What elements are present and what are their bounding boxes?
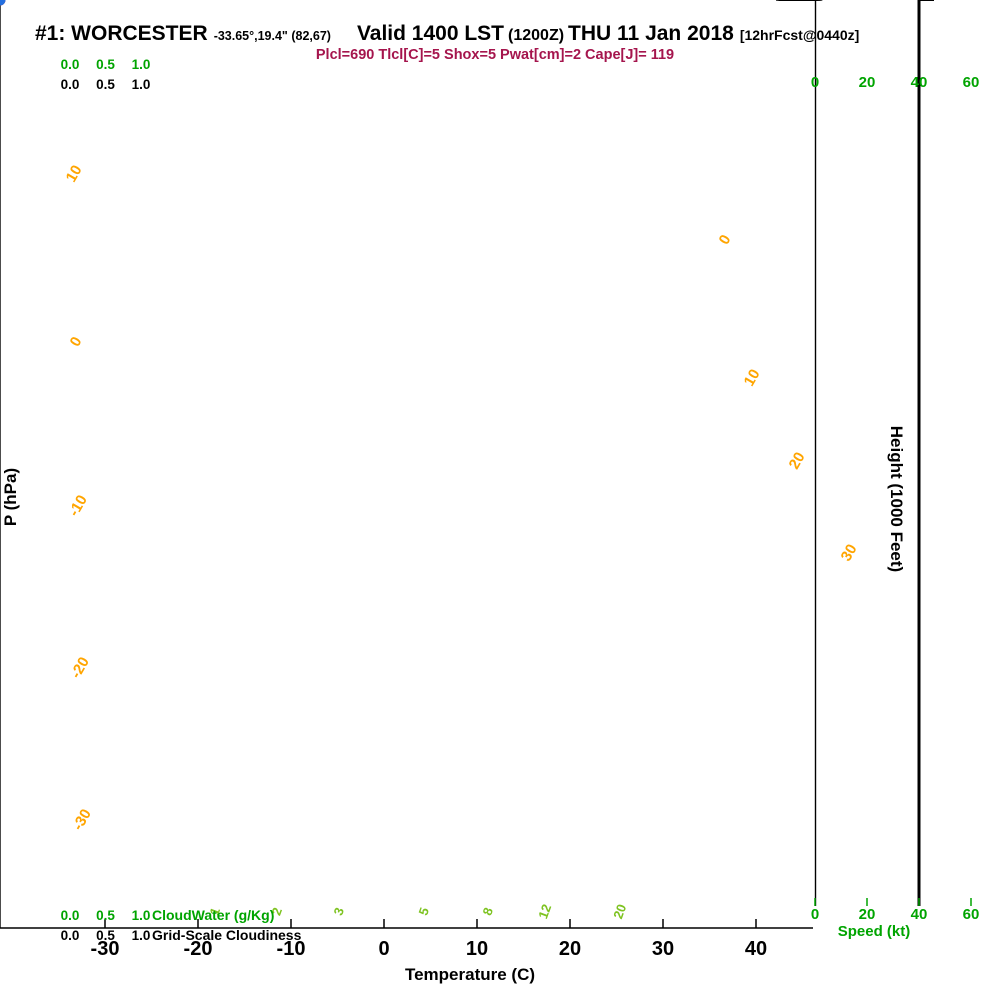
speed-tick-label-bottom: 0 bbox=[811, 906, 819, 923]
isotherm-label-left: -10 bbox=[65, 492, 91, 519]
mixing-ratio-labels: 1 2 3 5 8 12 20 bbox=[206, 902, 629, 921]
isotherm-label-right: 20 bbox=[786, 449, 809, 472]
speed-tick-label-bottom: 60 bbox=[963, 906, 980, 923]
cloudiness-scale-bottom: 0.5 bbox=[96, 928, 115, 943]
mixing-ratio-label: 8 bbox=[479, 905, 496, 917]
station-title: #1: WORCESTER bbox=[35, 22, 208, 45]
temperature-tick-label: 40 bbox=[745, 938, 767, 960]
sounding-parameters: Plcl=690 Tlcl[C]=5 Shox=5 Pwat[cm]=2 Cap… bbox=[315, 47, 675, 63]
speed-tick-label-bottom: 20 bbox=[859, 906, 876, 923]
cloudiness-scale-bottom: 0.0 bbox=[61, 928, 80, 943]
surface-dewpoint-dot bbox=[0, 0, 6, 6]
isotherm-label-left: 10 bbox=[63, 162, 86, 185]
height-tick-label: 32 bbox=[942, 0, 964, 5]
temperature-tick-label: 0 bbox=[378, 938, 389, 960]
speed-axis-title: Speed (kt) bbox=[838, 923, 911, 940]
height-tick-label: 18 bbox=[942, 0, 964, 5]
temperature-tick-label: 30 bbox=[652, 938, 674, 960]
height-tick-label: 30 bbox=[942, 0, 964, 5]
chart-title-bar: #1: WORCESTER -33.65°,19.4" (82,67) Vali… bbox=[35, 22, 985, 46]
height-tick-label: 4 bbox=[942, 0, 954, 5]
height-tick-label: 14 bbox=[942, 0, 965, 5]
height-tick-label: 0 bbox=[942, 0, 953, 5]
height-tick-label: 22 bbox=[942, 0, 964, 5]
height-tick-label: 10 bbox=[942, 0, 964, 5]
temperature-axis: -30 -20 -10 0 10 20 30 40 Temperature (C) bbox=[0, 919, 813, 984]
temperature-tick-label: 20 bbox=[559, 938, 581, 960]
mixing-ratio-label: 3 bbox=[330, 905, 347, 917]
height-tick-label: 16 bbox=[942, 0, 964, 5]
station-coords: -33.65°,19.4" (82,67) bbox=[213, 29, 331, 43]
sounding-profiles bbox=[0, 0, 6, 6]
mixing-ratio-label: 12 bbox=[535, 902, 554, 921]
mixing-ratio-label: 5 bbox=[415, 905, 432, 917]
mixing-ratio-label: 20 bbox=[610, 902, 629, 921]
speed-tick-label-top: 20 bbox=[859, 74, 876, 91]
height-axis: 02468101214161820222426283032 Height (100… bbox=[887, 0, 965, 906]
cloudiness-scale-bottom: 1.0 bbox=[132, 928, 151, 943]
pressure-tick-label: 700 bbox=[24, 0, 57, 5]
height-tick-label: 24 bbox=[942, 0, 965, 5]
isotherm-label-left: -20 bbox=[67, 654, 93, 681]
height-tick-label: 2 bbox=[942, 0, 953, 5]
isotherm-label-left: 0 bbox=[67, 334, 86, 350]
cloudiness-axis-title: Grid-Scale Cloudiness bbox=[152, 927, 302, 943]
cloudiness-scale-top: 0.5 bbox=[96, 77, 115, 92]
pressure-tick-label: 300 bbox=[24, 0, 57, 5]
cloudwater-scale-top: 0.0 bbox=[61, 57, 80, 72]
isotherm-label-right: 0 bbox=[716, 232, 735, 248]
pressure-tick-label: 250 bbox=[24, 0, 57, 5]
cloudwater-scale-top: 0.5 bbox=[96, 57, 115, 72]
speed-tick-label-bottom: 40 bbox=[911, 906, 928, 923]
cloudwater-scale-bottom: 0.5 bbox=[96, 908, 115, 923]
cloudwater-axis-title: CloudWater (g/Kg) bbox=[152, 907, 274, 923]
height-tick-label: 20 bbox=[942, 0, 964, 5]
mixing-ratio-label: 1 bbox=[206, 905, 223, 917]
speed-tick-label-top: 40 bbox=[911, 74, 928, 91]
pressure-tick-label: 500 bbox=[24, 0, 57, 5]
valid-date: THU 11 Jan 2018 bbox=[568, 22, 734, 45]
speed-tick-label-top: 0 bbox=[811, 74, 819, 91]
temperature-tick-label: 10 bbox=[466, 938, 488, 960]
temperature-tick-label: -30 bbox=[91, 938, 120, 960]
temperature-tick-label: -10 bbox=[277, 938, 306, 960]
speed-axis: 0 0 20 20 40 40 60 60 Speed (kt) bbox=[811, 74, 980, 940]
temperature-tick-label: -20 bbox=[184, 938, 213, 960]
height-tick-label: 12 bbox=[942, 0, 964, 5]
mixing-ratio-label: 2 bbox=[268, 905, 285, 917]
height-tick-label: 26 bbox=[942, 0, 964, 5]
cloud-scales: 0.00.00.00.00.50.50.50.51.01.01.01.0Clou… bbox=[61, 57, 302, 943]
height-tick-label: 28 bbox=[942, 0, 964, 5]
pressure-axis-title: P (hPa) bbox=[1, 468, 20, 526]
pressure-tick-label: 850 bbox=[24, 0, 57, 5]
height-axis-title: Height (1000 Feet) bbox=[887, 426, 906, 572]
pressure-axis: 2503004005007008501000 P (hPa) bbox=[1, 0, 57, 526]
isotherm-value-labels: 10 0 -10 -20 -30 0 10 20 30 bbox=[63, 162, 861, 833]
cloudwater-scale-bottom: 0.0 bbox=[61, 908, 80, 923]
temperature-axis-title: Temperature (C) bbox=[405, 965, 535, 984]
forecast-tag: [12hrFcst@0440z] bbox=[739, 27, 860, 43]
cloudiness-scale-top: 1.0 bbox=[132, 77, 151, 92]
valid-time: Valid 1400 LST bbox=[356, 22, 505, 45]
isotherm-label-left: -30 bbox=[69, 806, 95, 833]
speed-tick-label-top: 60 bbox=[963, 74, 980, 91]
pressure-tick-label: 1000 bbox=[13, 0, 58, 5]
pressure-tick-label: 400 bbox=[24, 0, 57, 5]
height-tick-label: 6 bbox=[942, 0, 953, 5]
cloudwater-scale-bottom: 1.0 bbox=[132, 908, 151, 923]
isotherm-label-right: 10 bbox=[741, 366, 764, 389]
cloudiness-scale-top: 0.0 bbox=[61, 77, 80, 92]
cloudwater-scale-top: 1.0 bbox=[132, 57, 151, 72]
valid-zulu: (1200Z) bbox=[508, 27, 565, 44]
isotherm-label-right: 30 bbox=[838, 541, 861, 564]
height-tick-label: 8 bbox=[942, 0, 953, 5]
